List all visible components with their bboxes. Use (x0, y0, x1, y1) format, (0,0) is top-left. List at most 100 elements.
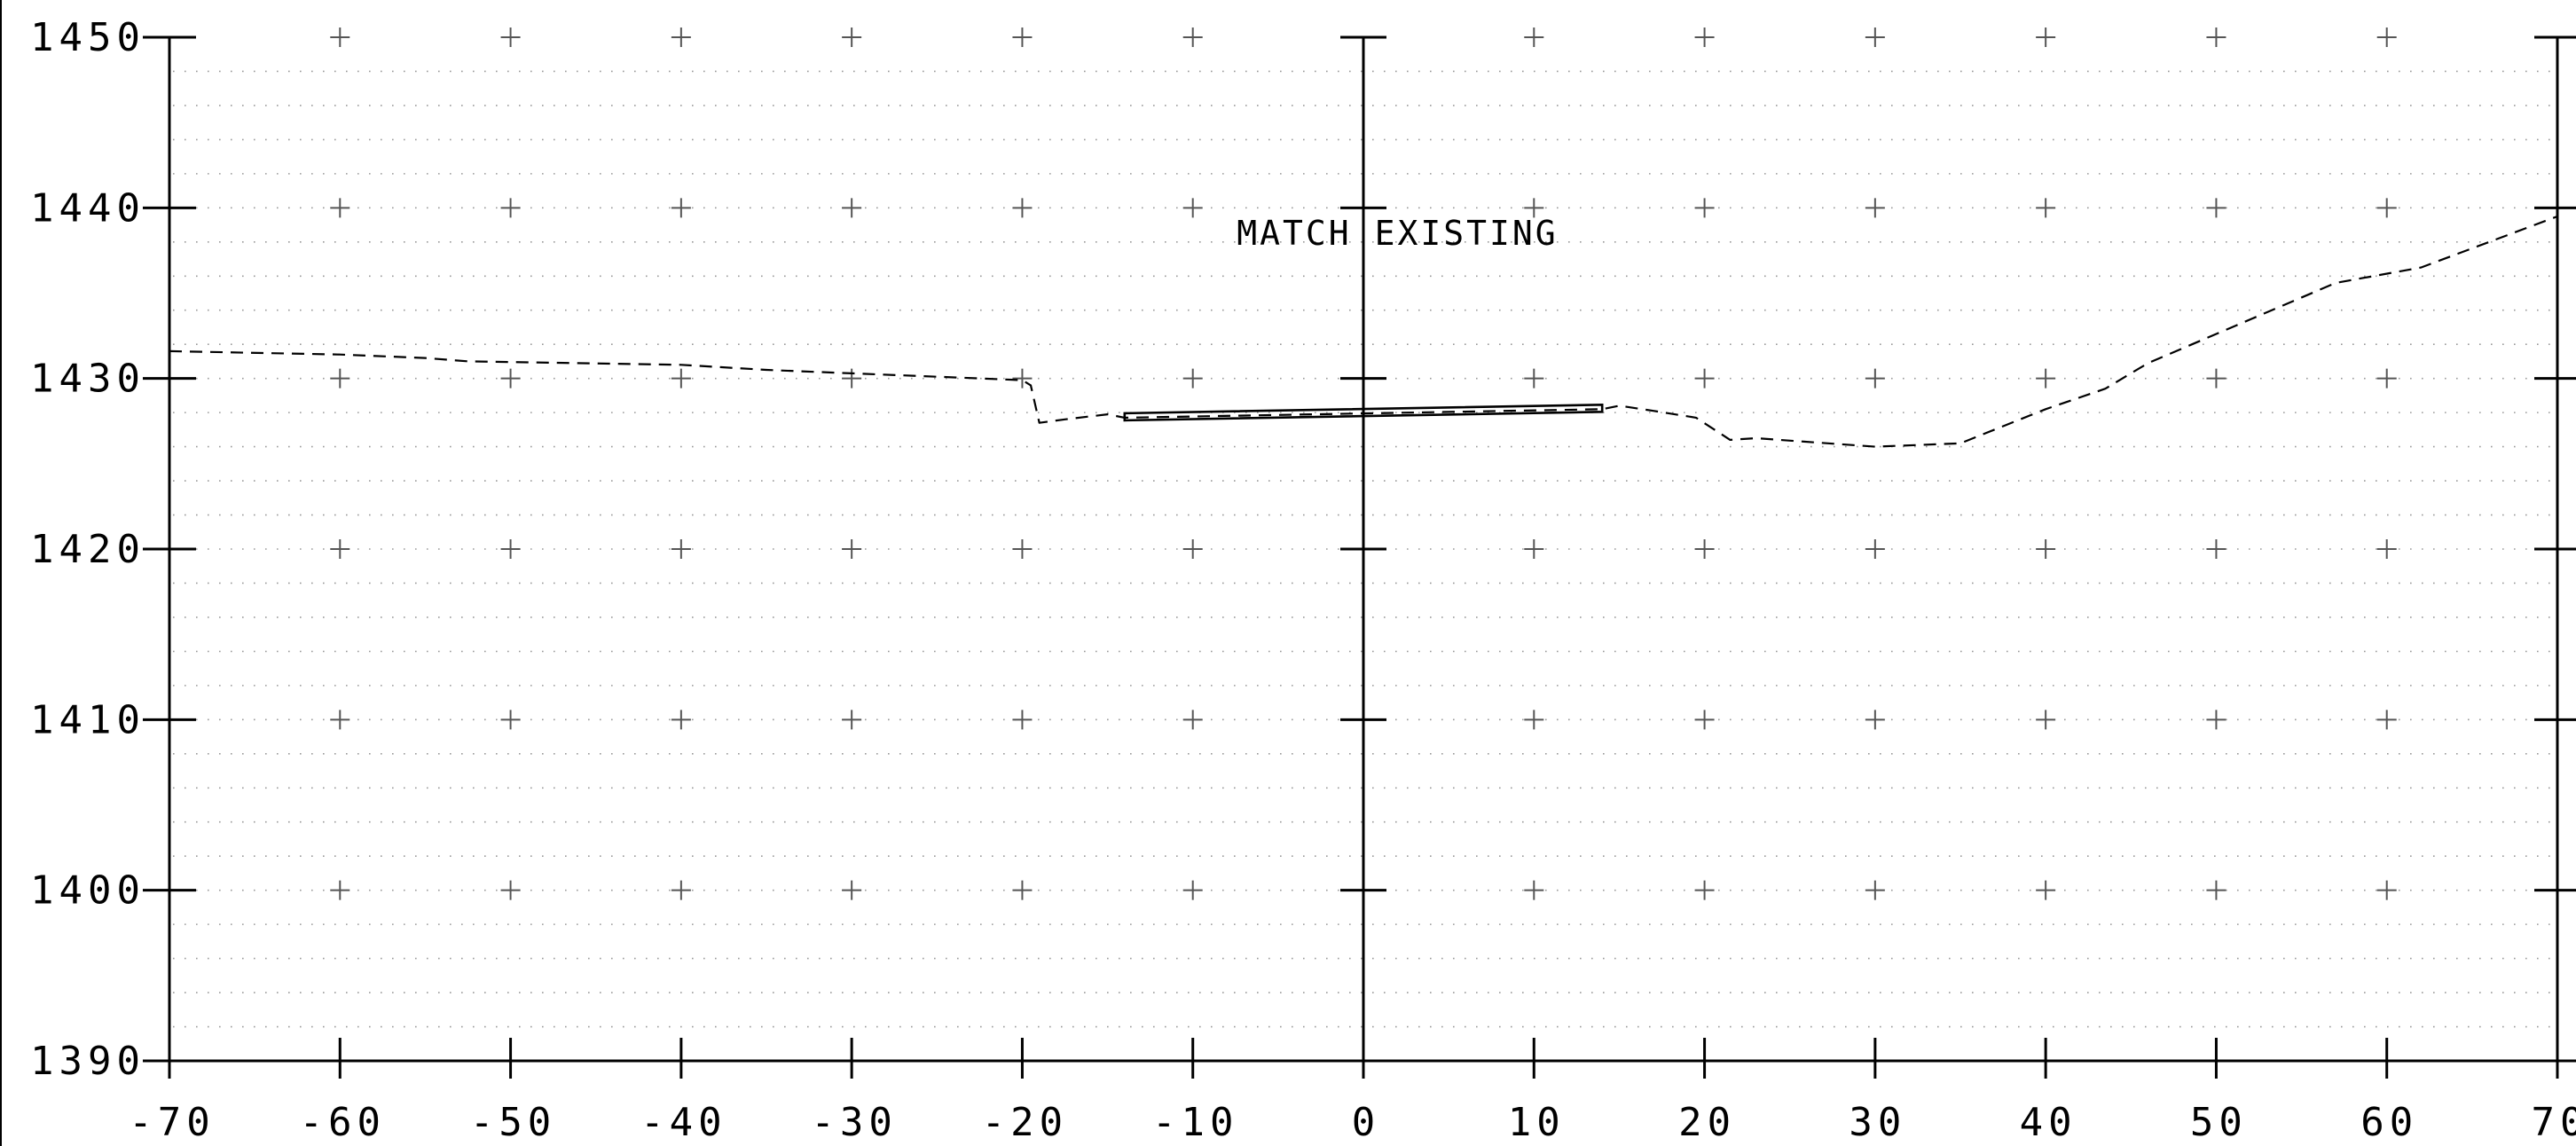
grid-cross (1182, 539, 1203, 559)
grid-cross (1182, 880, 1203, 900)
grid-cross (2376, 539, 2397, 559)
grid-cross (2036, 27, 2056, 47)
grid-cross (2376, 710, 2397, 730)
x-tick-label: 60 (2360, 1100, 2418, 1145)
y-tick-label: 1450 (30, 15, 145, 60)
y-tick-label: 1430 (30, 357, 145, 402)
grid-cross (500, 368, 521, 389)
x-tick-label: -40 (640, 1100, 726, 1145)
grid-cross (1865, 710, 1885, 730)
grid-cross (1865, 198, 1885, 218)
grid-cross (1182, 710, 1203, 730)
grid-cross (842, 880, 862, 900)
existing-ground-line (169, 215, 2558, 448)
grid-cross (2036, 539, 2056, 559)
x-tick-label: -30 (811, 1100, 897, 1145)
series-layer (169, 215, 2558, 448)
grid-cross (1524, 880, 1544, 900)
grid-cross (842, 710, 862, 730)
grid-cross (500, 27, 521, 47)
x-tick-label: 10 (1508, 1100, 1566, 1145)
grid-cross (1182, 27, 1203, 47)
grid-cross (1012, 539, 1033, 559)
grid-cross (2376, 198, 2397, 218)
x-tick-label: 0 (1352, 1100, 1381, 1145)
x-tick-label: -60 (300, 1100, 386, 1145)
match-existing-annotation: MATCH EXISTING (1237, 214, 1558, 253)
grid-cross (2376, 880, 2397, 900)
x-tick-label: 50 (2190, 1100, 2248, 1145)
y-tick-label: 1410 (30, 697, 145, 742)
grid-cross (1694, 27, 1715, 47)
x-tick-label: 70 (2532, 1100, 2576, 1145)
grid-cross (330, 198, 350, 218)
x-tick-label: 20 (1678, 1100, 1736, 1145)
grid-cross (1865, 368, 1885, 389)
grid-cross (2206, 198, 2227, 218)
y-tick-label: 1420 (30, 527, 145, 572)
grid-cross (1524, 539, 1544, 559)
grid-cross (671, 539, 691, 559)
grid-cross (330, 368, 350, 389)
grid-cross (330, 539, 350, 559)
y-tick-label: 1440 (30, 185, 145, 231)
grid-cross (2036, 198, 2056, 218)
grid-cross (1694, 539, 1715, 559)
grid-cross (671, 198, 691, 218)
grid-cross (330, 27, 350, 47)
grid-cross (842, 539, 862, 559)
grid-cross (2376, 368, 2397, 389)
grid-cross (671, 710, 691, 730)
grid-cross (1012, 368, 1033, 389)
x-tick-label: -10 (1152, 1100, 1238, 1145)
grid-cross (842, 368, 862, 389)
grid-cross (1865, 539, 1885, 559)
grid-cross (500, 710, 521, 730)
grid-cross (1012, 880, 1033, 900)
grid-cross (1694, 198, 1715, 218)
grid-cross (2206, 539, 2227, 559)
grid-cross (1012, 27, 1033, 47)
x-tick-label: -50 (470, 1100, 556, 1145)
grid-cross (1524, 27, 1544, 47)
grid-cross (500, 880, 521, 900)
grid-cross (2376, 27, 2397, 47)
grid-cross (1182, 368, 1203, 389)
grid-cross (500, 198, 521, 218)
grid-cross (1694, 368, 1715, 389)
grid-cross (1182, 198, 1203, 218)
grid-cross (1524, 710, 1544, 730)
grid-cross (2036, 880, 2056, 900)
tick-labels: 1390 1400 1410 1420 1430 1440 1450 -70 -60 -50 -40… (30, 15, 2576, 1145)
grid-cross (500, 539, 521, 559)
grid-cross (1012, 198, 1033, 218)
grid-cross (671, 880, 691, 900)
grid-cross (2206, 710, 2227, 730)
grid-cross (1694, 710, 1715, 730)
grid-cross (2036, 368, 2056, 389)
y-tick-label: 1400 (30, 868, 145, 914)
grid-cross (1524, 368, 1544, 389)
grid-cross (2036, 710, 2056, 730)
grid-cross (671, 368, 691, 389)
proposed-pavement-line (1123, 403, 1604, 422)
x-tick-label: 40 (2020, 1100, 2077, 1145)
x-tick-label: -20 (982, 1100, 1068, 1145)
grid-cross (1524, 198, 1544, 218)
grid-cross (1865, 880, 1885, 900)
grid-cross (2206, 368, 2227, 389)
x-tick-label: 30 (1849, 1100, 1906, 1145)
y-tick-label: 1390 (30, 1039, 145, 1084)
grid-cross (1012, 710, 1033, 730)
grid-cross (842, 198, 862, 218)
grid-cross (842, 27, 862, 47)
annotations: MATCH EXISTING (1237, 214, 1558, 253)
grid-cross (2206, 27, 2227, 47)
grid-crosses (330, 27, 2397, 900)
x-tick-label: -70 (129, 1100, 215, 1145)
grid-cross (330, 710, 350, 730)
grid-cross (2206, 880, 2227, 900)
grid-cross (330, 880, 350, 900)
